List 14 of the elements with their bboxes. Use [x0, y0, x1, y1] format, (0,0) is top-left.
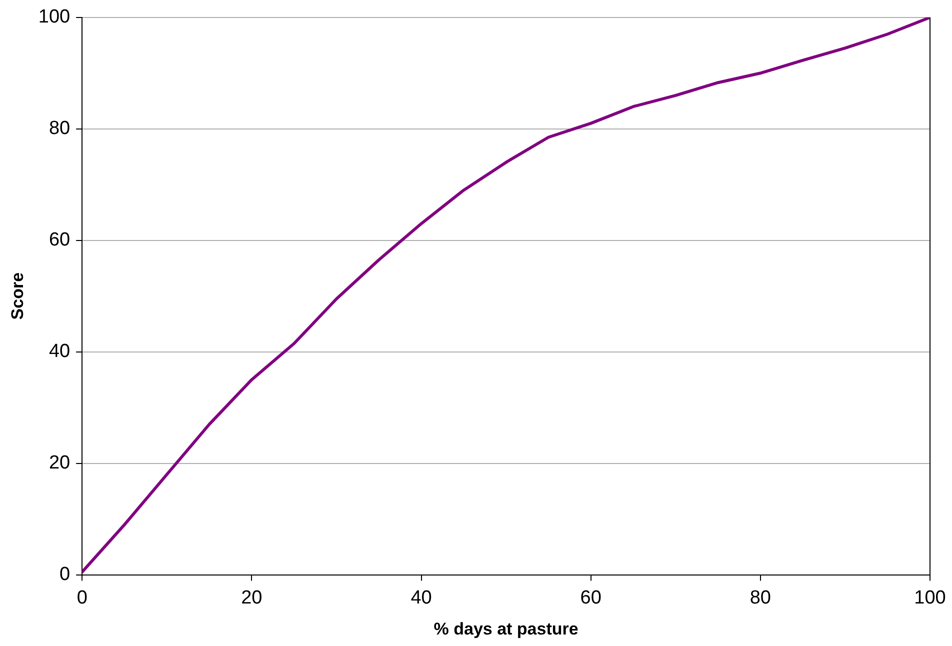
y-tick-label: 60	[48, 230, 70, 251]
x-tick-label: 40	[410, 587, 432, 608]
y-tick-label: 80	[48, 118, 70, 140]
y-tick-label: 0	[60, 564, 70, 586]
x-tick-label: 80	[750, 587, 771, 608]
y-axis-title: Score	[8, 272, 27, 320]
x-tick-label: 100	[914, 587, 946, 608]
x-tick-label: 0	[76, 587, 88, 608]
y-tick-label: 40	[48, 341, 70, 362]
x-axis-title: % days at pasture	[434, 619, 578, 638]
x-tick-label: 60	[580, 587, 602, 608]
y-tick-label: 100	[38, 6, 70, 28]
y-tick-label: 20	[48, 452, 70, 474]
x-tick-label: 20	[241, 587, 262, 608]
